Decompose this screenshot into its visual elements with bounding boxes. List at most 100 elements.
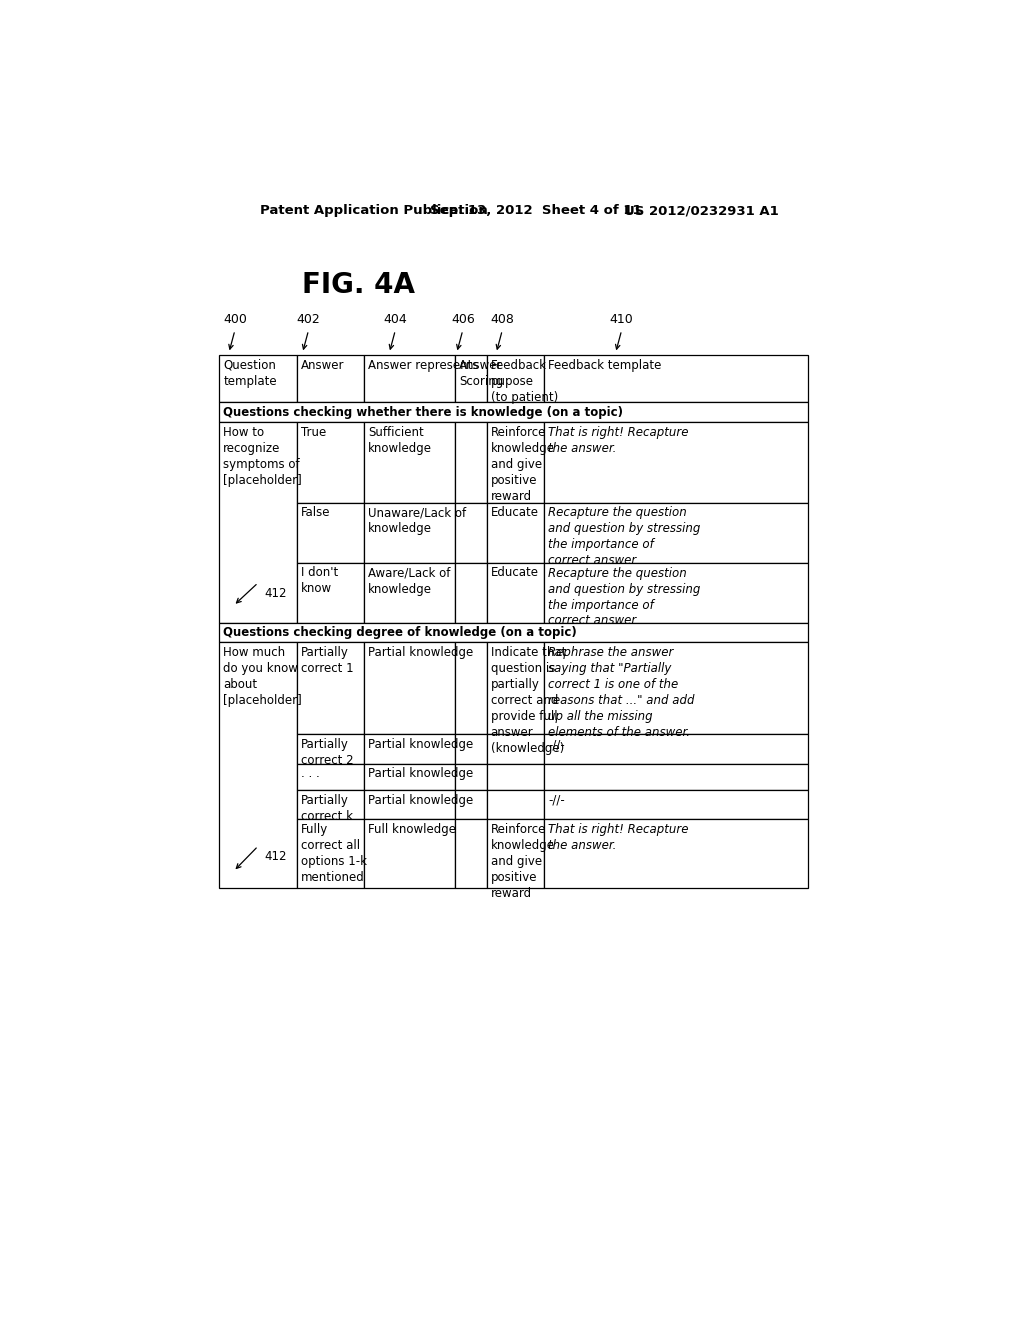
Bar [544,503,809,562]
Text: Questions checking degree of knowledge (on a topic): Questions checking degree of knowledge (… [223,626,578,639]
Bar [219,422,297,623]
Text: Partially
correct k: Partially correct k [301,793,353,822]
Bar [297,734,365,763]
Bar [297,789,365,818]
Bar [455,734,486,763]
Text: US 2012/0232931 A1: US 2012/0232931 A1 [624,205,778,218]
Bar [544,562,809,623]
Bar [455,642,486,734]
Bar [365,789,455,818]
Bar [365,562,455,623]
Bar [486,562,544,623]
Bar [455,818,486,888]
Text: Aware/Lack of
knowledge: Aware/Lack of knowledge [369,566,451,595]
Text: I don't
know: I don't know [301,566,338,595]
Text: Partially
correct 2: Partially correct 2 [301,738,353,767]
Bar [544,642,809,734]
Bar [544,422,809,503]
Text: Educate: Educate [490,566,539,579]
Text: Answer represents: Answer represents [369,359,479,372]
Text: 402: 402 [297,313,321,326]
Text: 400: 400 [223,313,247,326]
Bar [455,422,486,503]
Text: -//-: -//- [548,793,565,807]
Text: Full knowledge: Full knowledge [369,822,457,836]
Text: Feedback
pupose
(to patient): Feedback pupose (to patient) [490,359,558,404]
Text: Feedback template: Feedback template [548,359,662,372]
Text: Partial knowledge: Partial knowledge [369,793,473,807]
Text: Answer
Scoring: Answer Scoring [459,359,503,388]
Bar [544,789,809,818]
Bar [219,642,297,888]
Text: Partial knowledge: Partial knowledge [369,767,473,780]
Text: Rephrase the answer
saying that "Partially
correct 1 is one of the
reasons that : Rephrase the answer saying that "Partial… [548,645,694,739]
Text: Reinforce
knowledge
and give
positive
reward: Reinforce knowledge and give positive re… [490,822,555,900]
Text: How to
recognize
symptoms of
[placeholder]: How to recognize symptoms of [placeholde… [223,425,302,487]
Text: Sep. 13, 2012  Sheet 4 of 11: Sep. 13, 2012 Sheet 4 of 11 [430,205,642,218]
Text: That is right! Recapture
the answer.: That is right! Recapture the answer. [548,822,688,851]
Text: Recapture the question
and question by stressing
the importance of
correct answe: Recapture the question and question by s… [548,507,700,568]
Text: Partially
correct 1: Partially correct 1 [301,645,353,675]
Bar [455,789,486,818]
Bar [544,818,809,888]
Text: FIG. 4A: FIG. 4A [302,272,416,300]
Bar [297,355,365,403]
Bar [219,623,809,642]
Bar [486,763,544,789]
Bar [486,789,544,818]
Text: 404: 404 [384,313,408,326]
Bar [544,355,809,403]
Bar [297,642,365,734]
Text: Patent Application Publication: Patent Application Publication [260,205,487,218]
Text: 406: 406 [451,313,475,326]
Text: True: True [301,425,326,438]
Bar [297,763,365,789]
Bar [297,562,365,623]
Bar [365,503,455,562]
Text: . . .: . . . [301,767,319,780]
Bar [486,642,544,734]
Text: -//-: -//- [548,738,565,751]
Text: Questions checking whether there is knowledge (on a topic): Questions checking whether there is know… [223,405,624,418]
Bar [219,403,809,422]
Bar [486,355,544,403]
Bar [365,734,455,763]
Text: Fully
correct all
options 1-k
mentioned: Fully correct all options 1-k mentioned [301,822,367,884]
Bar [486,503,544,562]
Bar [544,734,809,763]
Bar [455,562,486,623]
Text: Reinforce
knowledge
and give
positive
reward: Reinforce knowledge and give positive re… [490,425,555,503]
Text: 408: 408 [490,313,514,326]
Bar [486,818,544,888]
Bar [455,355,486,403]
Text: Unaware/Lack of
knowledge: Unaware/Lack of knowledge [369,507,466,536]
Bar [365,642,455,734]
Bar [297,818,365,888]
Text: Recapture the question
and question by stressing
the importance of
correct answe: Recapture the question and question by s… [548,566,700,627]
Bar [365,422,455,503]
Text: False: False [301,507,331,520]
Bar [544,763,809,789]
Text: Answer: Answer [301,359,344,372]
Bar [486,734,544,763]
Text: How much
do you know
about
[placeholder]: How much do you know about [placeholder] [223,645,302,706]
Bar [219,355,297,403]
Text: That is right! Recapture
the answer.: That is right! Recapture the answer. [548,425,688,454]
Bar [486,422,544,503]
Bar [455,503,486,562]
Text: Partial knowledge: Partial knowledge [369,645,473,659]
Text: 412: 412 [264,586,287,599]
Bar [365,818,455,888]
Bar [365,763,455,789]
Bar [297,422,365,503]
Text: Indicate that
question is
partially
correct and
provide full
answer
(knowledge): Indicate that question is partially corr… [490,645,566,755]
Bar [297,503,365,562]
Text: Partial knowledge: Partial knowledge [369,738,473,751]
Text: 412: 412 [264,850,287,863]
Text: Sufficient
knowledge: Sufficient knowledge [369,425,432,454]
Bar [365,355,455,403]
Text: 410: 410 [610,313,634,326]
Text: Educate: Educate [490,507,539,520]
Text: Question
template: Question template [223,359,276,388]
Bar [455,763,486,789]
